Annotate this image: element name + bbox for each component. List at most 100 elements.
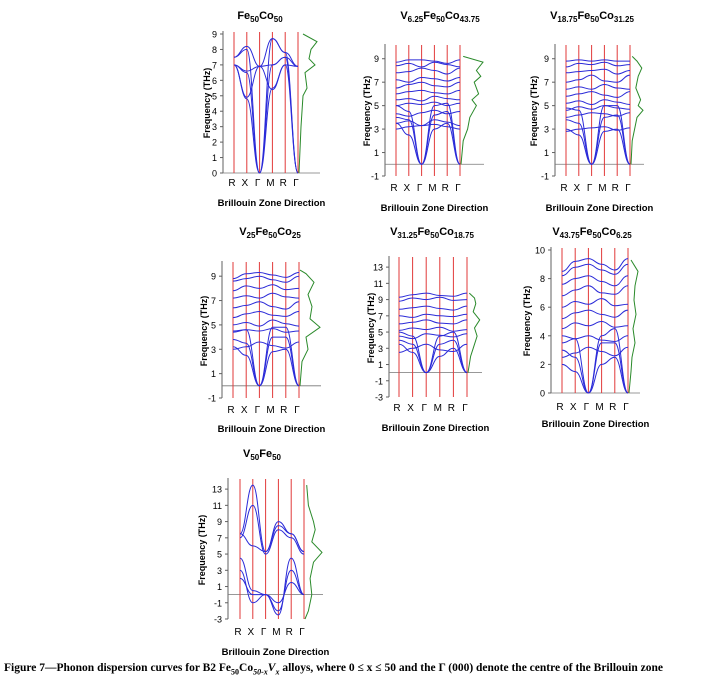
y-tick-label: 7 xyxy=(374,78,379,88)
y-tick-label: 3 xyxy=(374,125,379,135)
y-tick-label: 1 xyxy=(217,582,222,592)
branch-optical-3 xyxy=(232,319,300,327)
x-tick-label: M xyxy=(266,405,274,416)
y-tick-label: 7 xyxy=(378,311,383,321)
x-tick-label: Γ xyxy=(421,403,427,414)
branch-optical-8 xyxy=(395,76,461,83)
x-tick-label: Γ xyxy=(293,178,299,189)
branch-acoustic-1 xyxy=(233,64,299,174)
branch-acoustic-2 xyxy=(565,114,631,165)
branch-acoustic-2 xyxy=(395,110,461,165)
panel-3: V18.75​Fe50​Co31.25​-113579RXΓMRΓBrillou… xyxy=(529,10,654,214)
branch-optical-3 xyxy=(561,320,629,330)
panel-title: V18.75​Fe50​Co31.25​ xyxy=(550,10,634,24)
y-tick-label: 6 xyxy=(212,76,217,86)
x-tick-label: R xyxy=(280,405,287,416)
y-tick-label: 7 xyxy=(211,296,216,306)
x-tick-label: R xyxy=(560,183,567,194)
y-tick-label: -1 xyxy=(541,172,549,182)
x-tick-label: M xyxy=(434,403,442,414)
y-tick-label: -3 xyxy=(375,393,383,403)
branch-optical-11 xyxy=(395,59,461,64)
dos-curve xyxy=(630,56,644,165)
x-tick-label: R xyxy=(286,627,293,638)
x-axis-label: Brillouin Zone Direction xyxy=(218,424,326,435)
y-tick-label: 5 xyxy=(374,101,379,111)
branch-optical-8 xyxy=(565,68,631,75)
x-tick-label: R xyxy=(234,627,241,638)
branch-optical-4 xyxy=(561,309,629,320)
branch-optical-7 xyxy=(395,81,461,89)
x-axis-label: Brillouin Zone Direction xyxy=(218,198,326,209)
branch-optical-2 xyxy=(239,504,305,555)
x-tick-label: Γ xyxy=(584,402,590,413)
x-tick-label: R xyxy=(609,402,616,413)
y-axis-label: Frequency (THz) xyxy=(362,76,372,147)
y-tick-label: 7 xyxy=(217,533,222,543)
dos-curve xyxy=(298,33,318,174)
x-tick-label: Γ xyxy=(294,405,300,416)
y-tick-label: 9 xyxy=(217,517,222,527)
branch-optical-1 xyxy=(395,123,461,130)
x-tick-label: M xyxy=(598,183,606,194)
x-tick-label: Γ xyxy=(623,402,629,413)
panel-title: V43.75​Fe50​Co6.25​ xyxy=(552,226,632,240)
x-tick-label: X xyxy=(570,402,577,413)
y-tick-label: 6 xyxy=(540,303,545,313)
branch-acoustic-2 xyxy=(239,569,305,612)
y-tick-label: 7 xyxy=(544,78,549,88)
y-tick-label: -1 xyxy=(375,376,383,386)
branch-optical-5 xyxy=(398,313,468,318)
branch-acoustic-1 xyxy=(395,122,461,165)
x-tick-label: R xyxy=(227,405,234,416)
y-tick-label: 11 xyxy=(374,279,383,289)
x-tick-label: R xyxy=(393,403,400,414)
x-tick-label: R xyxy=(442,183,449,194)
y-axis-label: Frequency (THz) xyxy=(199,296,209,367)
branch-acoustic-3 xyxy=(398,331,468,374)
branch-optical-5 xyxy=(232,301,300,310)
x-tick-label: X xyxy=(403,183,410,194)
branch-optical-4 xyxy=(398,319,468,325)
branch-acoustic-1 xyxy=(561,356,629,394)
branch-acoustic-3 xyxy=(239,577,305,604)
y-tick-label: -3 xyxy=(214,615,222,625)
y-tick-label: 1 xyxy=(211,369,216,379)
x-tick-label: Γ xyxy=(587,183,593,194)
y-tick-label: 8 xyxy=(540,274,545,284)
y-tick-label: -1 xyxy=(371,172,379,182)
y-tick-label: 0 xyxy=(540,389,545,399)
y-tick-label: 5 xyxy=(378,328,383,338)
branch-optical-6 xyxy=(565,83,631,90)
y-axis-label: Frequency (THz) xyxy=(366,293,376,364)
branch-optical-9 xyxy=(232,271,300,280)
branch-optical-5 xyxy=(395,95,461,102)
y-axis-label: Frequency (THz) xyxy=(202,68,212,139)
branch-optical-5 xyxy=(565,91,631,98)
branch-optical-3 xyxy=(565,105,631,111)
branch-optical-6 xyxy=(232,292,300,299)
branch-optical-4 xyxy=(395,101,461,107)
dos-curve xyxy=(467,292,481,373)
panel-title: V50​Fe50​ xyxy=(243,448,282,462)
branch-acoustic-1 xyxy=(239,557,305,616)
branch-optical-9 xyxy=(395,67,461,75)
x-tick-label: X xyxy=(247,627,254,638)
y-tick-label: 0 xyxy=(212,169,217,179)
branch-optical-5 xyxy=(561,298,629,308)
branch-optical-4 xyxy=(232,310,300,319)
panel-6: V43.75​Fe50​Co6.25​0246810RXΓMRΓBrilloui… xyxy=(522,226,650,430)
y-tick-label: 8 xyxy=(212,45,217,55)
x-tick-label: M xyxy=(272,627,280,638)
x-tick-label: R xyxy=(448,403,455,414)
branch-optical-2 xyxy=(232,328,300,333)
x-tick-label: Γ xyxy=(261,627,267,638)
y-tick-label: 3 xyxy=(211,345,216,355)
y-tick-label: 9 xyxy=(212,30,217,40)
branch-acoustic-3 xyxy=(233,38,299,174)
branch-optical-1 xyxy=(233,64,299,98)
branch-optical-8 xyxy=(398,292,468,298)
